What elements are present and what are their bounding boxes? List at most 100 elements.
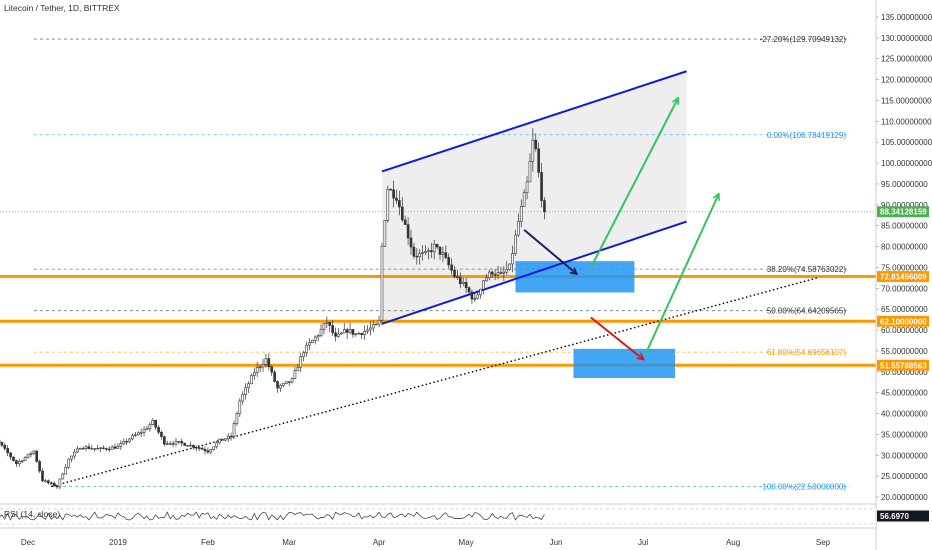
candle: [308, 342, 311, 346]
candle: [395, 197, 398, 201]
candle: [76, 448, 79, 453]
candle: [409, 237, 413, 248]
candle: [534, 139, 538, 150]
price-tick-label: 50.00000000: [881, 368, 928, 377]
support-price-badge: [877, 271, 929, 283]
fib-label: -27.20%(129.70949132): [760, 35, 847, 44]
time-tick-label: Dec: [21, 538, 35, 547]
price-tick-label: 115.00000000: [881, 96, 932, 105]
candle: [531, 139, 535, 162]
candle: [235, 413, 239, 424]
candle: [61, 473, 65, 480]
candle: [20, 460, 24, 462]
price-tick-label: 95.00000000: [881, 180, 928, 189]
fib-label: 50.00%(64.64209565): [767, 307, 847, 316]
candle: [17, 461, 21, 465]
candle: [232, 423, 236, 437]
candle: [386, 189, 390, 221]
candle: [453, 269, 456, 277]
candle: [192, 444, 195, 448]
candle: [221, 438, 224, 441]
candle: [247, 383, 250, 388]
candle: [194, 447, 198, 449]
candle: [186, 445, 189, 447]
candle: [293, 370, 297, 379]
candle: [134, 434, 137, 436]
candle: [93, 448, 97, 450]
candle: [331, 325, 334, 334]
candle: [525, 181, 529, 193]
candle: [119, 443, 123, 447]
candle: [360, 332, 363, 335]
candle: [105, 448, 108, 450]
candle: [128, 438, 131, 442]
price-tick-label: 20.00000000: [881, 493, 928, 502]
candle: [84, 446, 88, 449]
candle: [511, 253, 514, 265]
candle: [139, 432, 143, 434]
candle: [142, 429, 146, 433]
candle: [424, 251, 427, 253]
candle: [482, 280, 485, 290]
candle: [543, 200, 546, 213]
candle: [522, 192, 526, 207]
fib-label: 100.00%(22.50000000): [762, 483, 846, 492]
candle: [427, 250, 430, 252]
candle: [67, 458, 70, 468]
fib-label: 38.20%(74.58763022): [767, 265, 847, 274]
candle: [131, 435, 134, 440]
candle: [177, 441, 181, 443]
candle: [496, 272, 500, 276]
candle: [0, 441, 4, 446]
candle: [366, 329, 369, 332]
candle: [229, 435, 233, 438]
candle: [290, 378, 294, 383]
upper-zone: [515, 261, 635, 293]
candle: [209, 449, 213, 453]
candle: [250, 375, 253, 385]
candle: [357, 332, 361, 335]
candle: [81, 448, 85, 450]
candle: [450, 264, 453, 271]
price-tick-label: 105.00000000: [881, 138, 932, 147]
candle: [287, 381, 291, 383]
candle: [157, 426, 160, 433]
price-tick-label: 90.00000000: [881, 201, 928, 210]
candle: [470, 291, 474, 300]
candle: [264, 358, 268, 365]
candle: [122, 441, 126, 444]
support-price-badge-label: 62.10000000: [880, 317, 927, 326]
candle: [363, 330, 366, 335]
candle: [180, 441, 184, 444]
candle: [70, 455, 73, 460]
rsi-value-label: 56.6970: [880, 512, 909, 521]
candle: [200, 447, 204, 450]
price-tick-label: 130.00000000: [881, 34, 932, 43]
candle: [371, 324, 375, 329]
candle: [406, 224, 410, 239]
support-price-badge: [877, 315, 929, 327]
support-price-badge: [877, 359, 929, 371]
support-price-badge-label: 72.81456009: [880, 273, 927, 282]
candle: [505, 269, 509, 273]
candle: [87, 446, 91, 449]
candle: [3, 444, 7, 449]
candle: [334, 332, 337, 337]
candle: [435, 243, 439, 248]
candle: [464, 281, 468, 288]
candle: [418, 253, 422, 258]
candle: [110, 446, 114, 450]
candle: [493, 273, 497, 276]
candle: [374, 323, 378, 326]
candle: [354, 333, 358, 335]
candle: [38, 461, 41, 472]
time-tick-label: Aug: [726, 538, 740, 547]
candle: [490, 271, 494, 275]
candle: [270, 366, 274, 373]
candle: [432, 243, 436, 253]
candle: [351, 329, 355, 335]
rsi-value-badge: [877, 510, 929, 522]
candle: [340, 332, 343, 335]
